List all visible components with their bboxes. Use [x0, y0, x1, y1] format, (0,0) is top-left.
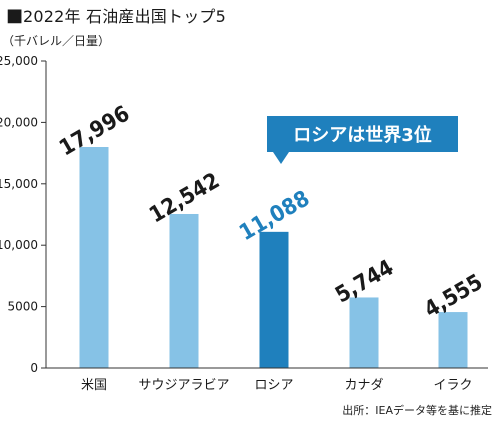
- title-square-icon: ■: [6, 4, 24, 26]
- bar: [259, 231, 289, 368]
- callout: ロシアは世界3位: [267, 116, 458, 164]
- callout-text: ロシアは世界3位: [293, 124, 432, 146]
- category-label: ロシア: [254, 378, 293, 393]
- callout-box: [267, 116, 458, 152]
- y-tick-label: 0: [30, 361, 38, 375]
- y-axis-ticks: 0 5000 10,000 15,000 20,000 25,000: [0, 54, 47, 375]
- bar: [79, 147, 109, 368]
- bars: [79, 147, 468, 368]
- y-tick-label: 15,000: [0, 177, 38, 191]
- callout-pointer: [273, 152, 289, 164]
- y-tick-label: 10,000: [0, 238, 38, 252]
- bar: [438, 312, 468, 368]
- y-tick-label: 25,000: [0, 54, 38, 68]
- source-note: 出所：IEAデータ等を基に推定: [342, 404, 492, 417]
- bar: [169, 213, 199, 368]
- y-tick-label: 20,000: [0, 115, 38, 129]
- category-label: カナダ: [344, 378, 383, 393]
- category-labels: 米国 サウジアラビア ロシア カナダ イラク: [81, 378, 473, 393]
- category-label: サウジアラビア: [138, 378, 229, 393]
- unit-label: （千バレル／日量）: [2, 34, 111, 48]
- bar: [349, 297, 379, 368]
- category-label: 米国: [81, 378, 107, 393]
- category-label: イラク: [433, 378, 472, 393]
- chart-title: ■ 2022年 石油産出国トップ5: [6, 4, 226, 26]
- y-tick-label: 5000: [7, 300, 38, 314]
- chart-title-text: 2022年 石油産出国トップ5: [23, 7, 226, 26]
